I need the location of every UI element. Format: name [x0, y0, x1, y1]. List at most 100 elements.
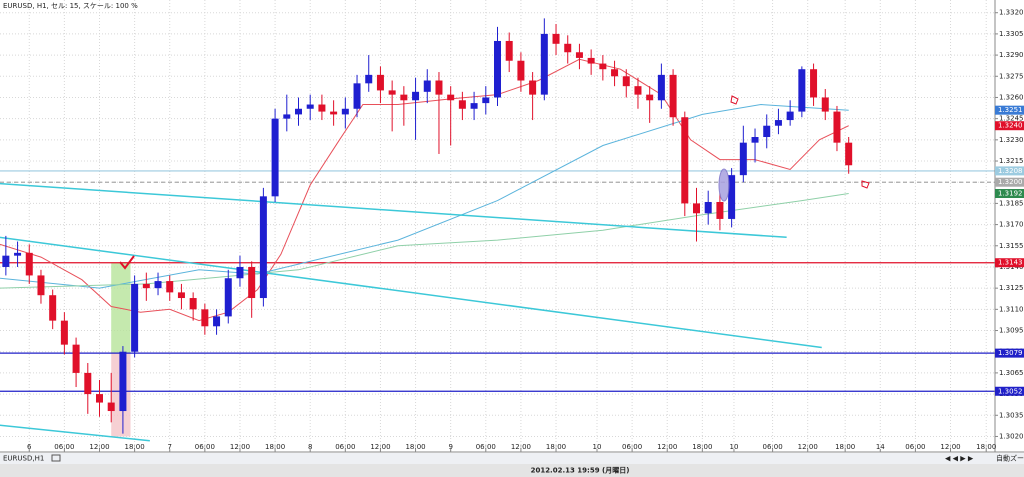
candle-body — [189, 298, 197, 310]
price-marker-label: 1.3079 — [998, 349, 1023, 357]
candle-body — [283, 114, 291, 119]
candle-body — [669, 74, 677, 118]
tab-icon[interactable] — [51, 454, 61, 462]
candle-body — [388, 90, 396, 95]
candle-body — [833, 111, 841, 143]
y-tick-label: 1.3305 — [999, 30, 1024, 38]
status-text: 2012.02.13 19:59 (月曜日) — [531, 466, 630, 475]
price-marker-label: 1.3052 — [998, 387, 1023, 395]
y-tick-label: 1.3290 — [999, 51, 1024, 59]
nav-buttons[interactable]: ◀ ◀ ▶ ▶ — [945, 455, 974, 463]
x-tick-label: 9 — [448, 443, 452, 451]
zoom-label[interactable]: 自動ズー — [996, 454, 1024, 463]
candle-body — [131, 283, 139, 352]
candle-body — [716, 201, 724, 219]
x-tick-label: 10 — [729, 443, 738, 451]
candle-body — [318, 104, 326, 112]
x-tick-label: 10 — [593, 443, 602, 451]
candle-body — [248, 266, 256, 299]
candle-body — [107, 402, 115, 412]
candle-body — [423, 80, 431, 92]
candle-body — [236, 266, 244, 279]
candle-body — [470, 103, 478, 109]
candle-body — [435, 80, 443, 95]
y-tick-label: 1.3020 — [999, 432, 1024, 440]
check-mark — [119, 255, 135, 270]
y-tick-label: 1.3125 — [999, 284, 1024, 292]
candle-body — [540, 33, 548, 95]
candle-body — [774, 120, 782, 126]
candle-body — [517, 60, 525, 81]
x-tick-label: 06:00 — [195, 443, 215, 451]
x-tick-label: 18:00 — [125, 443, 145, 451]
price-marker-box — [995, 166, 1024, 176]
y-tick-label: 1.3230 — [999, 136, 1024, 144]
y-tick-label: 1.3245 — [999, 115, 1024, 123]
price-marker-label: 1.3251 — [998, 106, 1023, 114]
plot-area — [0, 0, 995, 452]
candle-body — [505, 40, 513, 61]
candle-body — [447, 94, 455, 101]
candle-body — [72, 344, 80, 373]
price-marker-box — [995, 386, 1024, 396]
x-tick-label: 14 — [876, 443, 885, 451]
candle-body — [552, 33, 560, 44]
candle-body — [575, 52, 583, 58]
y-tick-label: 1.3170 — [999, 221, 1024, 229]
y-tick-label: 1.3320 — [999, 9, 1024, 17]
trendline — [0, 182, 787, 239]
status-bar — [0, 464, 1024, 477]
trendline — [0, 236, 822, 349]
candle-body — [341, 108, 349, 115]
candle-body — [295, 108, 302, 115]
y-tick-label: 1.3065 — [999, 369, 1024, 377]
circle-annotation — [718, 168, 730, 202]
y-tick-label: 1.3260 — [999, 93, 1024, 101]
x-tick-label: 06:00 — [476, 443, 496, 451]
candle-body — [634, 86, 642, 95]
x-tick-label: 12:00 — [657, 443, 677, 451]
candle-body — [845, 142, 853, 166]
tab-label[interactable]: EURUSD,H1 — [3, 455, 44, 463]
candle-body — [177, 292, 185, 299]
candle-body — [564, 43, 572, 53]
candle-body — [763, 125, 771, 138]
x-tick-label: 12:00 — [511, 443, 531, 451]
y-tick-label: 1.3035 — [999, 411, 1024, 419]
price-marker-label: 1.3240 — [998, 122, 1023, 130]
candle-body — [587, 57, 595, 64]
candle-body — [704, 201, 712, 214]
tab-bar — [0, 453, 1024, 464]
candle-body — [37, 275, 45, 296]
x-tick-label: 06:00 — [335, 443, 355, 451]
x-tick-label: 6 — [27, 443, 32, 451]
candle-body — [84, 372, 92, 395]
x-tick-label: 06:00 — [622, 443, 642, 451]
candle-body — [330, 111, 338, 115]
candle-body — [611, 69, 619, 77]
candle-body — [622, 76, 630, 87]
candle-body — [657, 74, 665, 101]
candle-body — [142, 283, 150, 289]
moving-average — [0, 103, 849, 289]
candle-body — [482, 97, 490, 104]
candle-body — [458, 100, 466, 109]
price-marker-label: 1.3192 — [998, 190, 1023, 198]
candle-body — [376, 74, 384, 91]
candle-body — [306, 104, 314, 109]
candle-body — [646, 94, 654, 101]
moving-average — [0, 58, 849, 322]
candle-body — [14, 252, 22, 256]
x-tick-label: 12:00 — [370, 443, 390, 451]
candle-body — [166, 281, 174, 293]
candle-body — [529, 80, 537, 95]
candle-body — [271, 118, 279, 197]
x-tick-label: 18:00 — [546, 443, 566, 451]
candle-body — [400, 94, 408, 101]
candle-body — [49, 295, 57, 321]
candle-body — [60, 320, 68, 345]
y-tick-label: 1.3275 — [999, 72, 1024, 80]
hand-icon — [730, 95, 739, 105]
candle-body — [201, 309, 209, 327]
